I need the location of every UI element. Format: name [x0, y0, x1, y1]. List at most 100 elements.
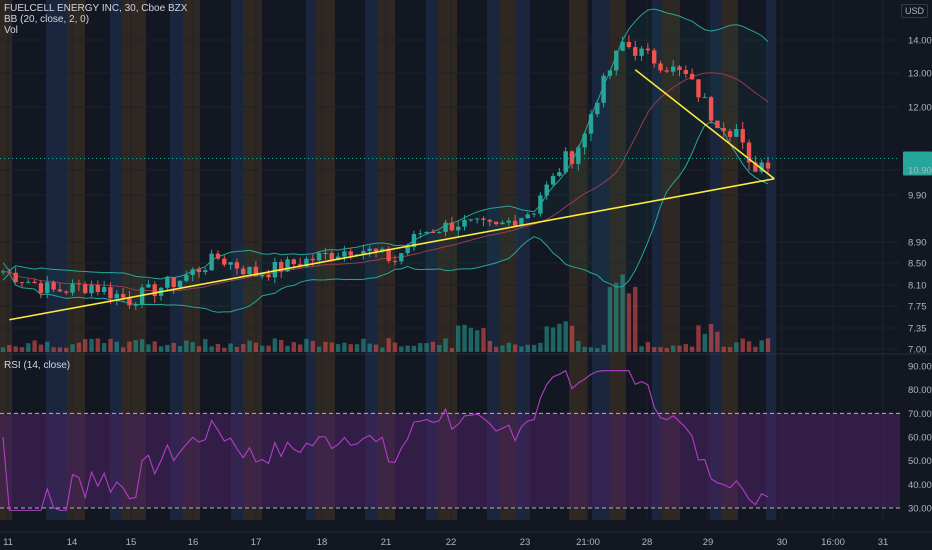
session-band-extended [569, 0, 587, 520]
volume-bar [765, 338, 771, 352]
volume-bar [626, 293, 632, 352]
volume-bar [0, 347, 6, 352]
candle-body [209, 253, 214, 271]
rsi-tick-label: 50.00 [908, 456, 932, 467]
volume-bar [639, 346, 644, 352]
candle-body [683, 70, 689, 74]
candle-body [304, 258, 309, 267]
volume-bar [222, 347, 227, 352]
volume-bar [456, 325, 461, 352]
candle-body [266, 274, 271, 278]
candle-body [329, 253, 334, 260]
candle-body [310, 258, 315, 261]
volume-bar [196, 346, 202, 352]
volume-bar [493, 346, 499, 352]
volume-bar [7, 345, 12, 352]
volume-bar [152, 341, 157, 352]
candle-body [557, 172, 562, 176]
volume-bar [588, 347, 594, 352]
candle-body [348, 251, 353, 256]
candle-body [272, 262, 278, 278]
candle-body [253, 266, 259, 277]
volume-bar [633, 286, 638, 352]
bb-upper [2, 8, 769, 280]
candle-body [411, 234, 417, 247]
candle-body [89, 285, 94, 294]
candle-body [430, 231, 436, 234]
candle-body [380, 248, 385, 252]
volume-bar [146, 344, 151, 352]
time-axis: 11 14 15 16 17 18 21 22 23 21:00 28 29 30 16:00 31 [3, 537, 888, 548]
session-band-extended [183, 0, 200, 520]
volume-bar [26, 343, 31, 352]
candle-body [228, 262, 233, 265]
vol-legend: Vol [4, 25, 18, 36]
volume-bar [241, 344, 246, 352]
candle-body [203, 270, 208, 273]
volume-bar [474, 330, 480, 352]
volume-bar [57, 347, 63, 352]
price-tick-label: 7.00 [908, 345, 927, 356]
candle-body [38, 283, 44, 293]
volume-bar [569, 325, 575, 352]
candle-body [215, 253, 221, 259]
volume-bar [721, 346, 726, 352]
candle-body [120, 293, 126, 298]
volume-bar [411, 345, 417, 352]
candle-body [727, 131, 733, 137]
session-band-extended [500, 0, 518, 520]
volume-bar [373, 344, 379, 352]
rsi-tick-label: 40.00 [908, 480, 932, 491]
candle-body [222, 258, 227, 265]
candle-body [449, 222, 455, 231]
volume-bar [253, 342, 259, 352]
volume-bar [108, 338, 113, 352]
volume-bar [696, 325, 701, 352]
candle-body [437, 231, 442, 234]
candle-body [633, 47, 638, 56]
rsi-tick-label: 30.00 [908, 504, 932, 515]
volume-bar [468, 327, 474, 352]
volume-bar [354, 344, 360, 352]
session-band-extended [316, 0, 335, 520]
volume-bar [234, 346, 240, 352]
volume-bar [651, 347, 657, 352]
session-band-premarket [426, 0, 438, 520]
volume-bar [316, 346, 322, 352]
currency-badge[interactable]: USD [900, 4, 928, 18]
candle-body [424, 231, 429, 234]
volume-bar [708, 324, 714, 352]
candle-body [291, 259, 297, 265]
candle-body [45, 282, 50, 293]
candle-body [443, 222, 448, 232]
volume-bar [405, 345, 410, 352]
candle-body [196, 269, 202, 273]
volume-bar [512, 344, 518, 352]
volume-bar [335, 344, 341, 352]
candle-body [190, 269, 195, 276]
candle-body [563, 151, 568, 173]
candle-body [607, 70, 613, 76]
candle-body [101, 287, 107, 292]
volume-bar [753, 346, 758, 352]
rsi-legend: RSI (14, close) [4, 360, 71, 371]
volume-bar [399, 346, 404, 352]
volume-bar [297, 344, 303, 352]
volume-bar [247, 340, 252, 352]
volume-bar [664, 347, 670, 352]
candle-body [519, 218, 524, 226]
candle-body [342, 251, 347, 257]
volume-bar [487, 340, 493, 352]
session-band-premarket [592, 0, 610, 520]
time-tick-label: 21:00 [576, 537, 600, 548]
volume-bar [272, 338, 278, 352]
rsi-tick-label: 80.00 [908, 385, 932, 396]
volume-bar [538, 342, 543, 352]
candle-body [481, 218, 486, 220]
candle-body [595, 102, 600, 115]
volume-bar [95, 338, 101, 352]
candle-body [765, 162, 771, 169]
candle-body [13, 272, 18, 283]
volume-bar [595, 347, 600, 352]
